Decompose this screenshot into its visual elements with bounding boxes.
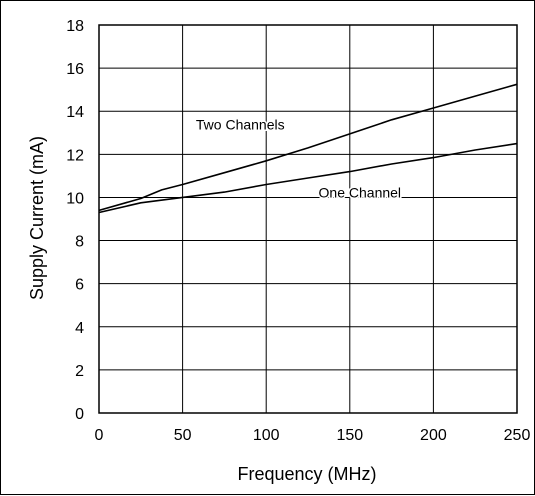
tick-labels: 0 2 4 6 8 10 12 14 16 18 0 50 100 150 200 250: [66, 18, 530, 444]
y-tick-label: 4: [75, 320, 84, 337]
plot-area-border: [98, 24, 518, 414]
grid-layer: [98, 24, 518, 414]
y-tick-label: 2: [75, 363, 84, 380]
y-tick-label: 12: [66, 147, 84, 164]
annotations: Two Channels One Channel: [194, 115, 402, 202]
y-tick-label: 0: [75, 406, 84, 423]
series-line-one-channel: [98, 142, 518, 214]
x-tick-label: 100: [253, 427, 280, 444]
x-axis-label: Frequency (MHz): [237, 464, 376, 484]
y-tick-label: 18: [66, 18, 84, 35]
y-tick-label: 16: [66, 61, 84, 78]
y-tick-label: 14: [66, 104, 84, 121]
x-tick-label: 250: [504, 427, 531, 444]
y-tick-label: 10: [66, 190, 84, 207]
y-axis-label: Supply Current (mA): [27, 136, 47, 300]
x-tick-label: 0: [95, 427, 104, 444]
annotation-label: Two Channels: [196, 117, 285, 133]
y-tick-label: 6: [75, 277, 84, 294]
annotation-label: One Channel: [319, 185, 402, 201]
x-tick-label: 150: [336, 427, 363, 444]
y-tick-label: 8: [75, 234, 84, 251]
series-line-two-channels: [98, 83, 518, 212]
x-tick-label: 50: [174, 427, 192, 444]
series-layer: [98, 83, 518, 214]
x-tick-label: 200: [420, 427, 447, 444]
